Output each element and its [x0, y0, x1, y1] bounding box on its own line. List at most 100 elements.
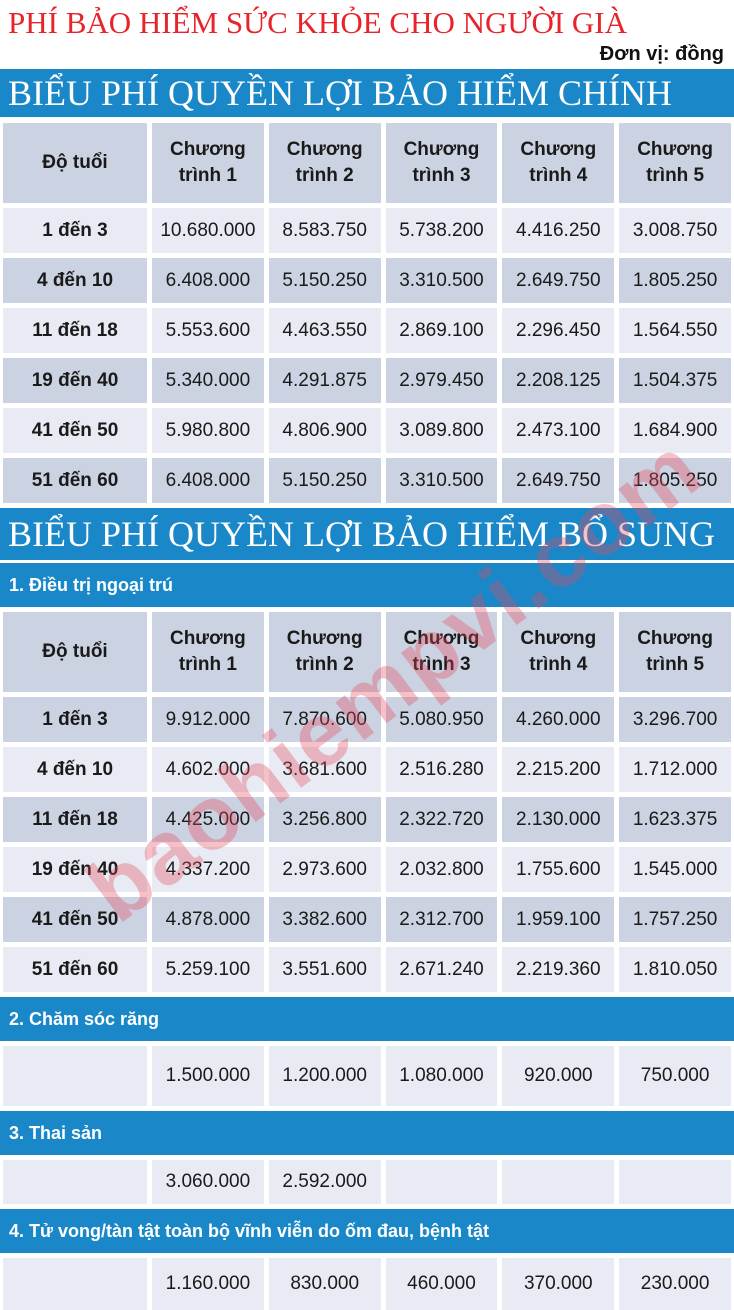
premium-cell: 5.080.950 [385, 697, 498, 742]
section-label-dental: 2. Chăm sóc răng [0, 997, 734, 1041]
premium-cell: 5.150.250 [268, 258, 381, 303]
premium-cell: 2.208.125 [502, 358, 615, 403]
premium-cell: 2.671.240 [385, 947, 498, 992]
premium-cell: 2.649.750 [502, 458, 615, 503]
premium-cell [385, 1160, 498, 1204]
premium-cell: 1.080.000 [385, 1046, 498, 1106]
main-premium-table: Độ tuổi Chương trình 1 Chương trình 2 Chươn… [0, 123, 734, 503]
premium-cell: 4.806.900 [268, 408, 381, 453]
premium-cell: 2.215.200 [502, 747, 615, 792]
unit-label: Đơn vị: đồng [599, 43, 724, 65]
premium-cell: 1.805.250 [619, 258, 731, 303]
premium-cell: 3.256.800 [268, 797, 381, 842]
premium-cell: 2.979.450 [385, 358, 498, 403]
premium-cell: 460.000 [385, 1258, 498, 1310]
premium-cell: 3.089.800 [385, 408, 498, 453]
age-cell: 4 đến 10 [3, 747, 147, 792]
premium-cell: 2.322.720 [385, 797, 498, 842]
age-cell: 19 đến 40 [3, 358, 147, 403]
premium-cell: 2.473.100 [502, 408, 615, 453]
premium-cell: 2.516.280 [385, 747, 498, 792]
age-cell: 51 đến 60 [3, 947, 147, 992]
premium-cell: 2.219.360 [502, 947, 615, 992]
age-cell: 1 đến 3 [3, 208, 147, 253]
premium-cell: 6.408.000 [152, 458, 264, 503]
premium-cell [502, 1160, 615, 1204]
column-header: Chương trình 3 [385, 612, 498, 692]
age-cell: 4 đến 10 [3, 258, 147, 303]
premium-cell: 1.684.900 [619, 408, 731, 453]
premium-cell: 370.000 [502, 1258, 615, 1310]
premium-cell: 3.296.700 [619, 697, 731, 742]
premium-cell: 3.551.600 [268, 947, 381, 992]
section-label-outpatient: 1. Điều trị ngoại trú [0, 563, 734, 607]
premium-cell: 4.878.000 [152, 897, 264, 942]
column-header: Chương trình 5 [619, 612, 731, 692]
column-header: Chương trình 5 [619, 123, 731, 203]
premium-cell: 920.000 [502, 1046, 615, 1106]
premium-cell: 2.649.750 [502, 258, 615, 303]
premium-cell: 1.623.375 [619, 797, 731, 842]
premium-cell: 4.291.875 [268, 358, 381, 403]
premium-cell: 1.545.000 [619, 847, 731, 892]
premium-cell: 9.912.000 [152, 697, 264, 742]
premium-cell: 6.408.000 [152, 258, 264, 303]
premium-cell: 5.340.000 [152, 358, 264, 403]
premium-cell: 1.504.375 [619, 358, 731, 403]
premium-cell: 3.060.000 [152, 1160, 264, 1204]
bonus-table-banner: BIỂU PHÍ QUYỀN LỢI BẢO HIỂM BỔ SUNG [0, 508, 734, 560]
premium-cell: 1.959.100 [502, 897, 615, 942]
premium-cell: 4.416.250 [502, 208, 615, 253]
outpatient-premium-table: Độ tuổi Chương trình 1 Chương trình 2 Chươn… [0, 612, 734, 992]
premium-cell [619, 1160, 731, 1204]
premium-cell: 830.000 [268, 1258, 381, 1310]
premium-cell: 5.738.200 [385, 208, 498, 253]
premium-cell: 4.260.000 [502, 697, 615, 742]
column-header: Chương trình 1 [152, 612, 264, 692]
premium-cell: 4.602.000 [152, 747, 264, 792]
premium-cell: 4.463.550 [268, 308, 381, 353]
age-cell [3, 1258, 147, 1310]
column-header: Chương trình 1 [152, 123, 264, 203]
maternity-premium-table: 3.060.000 2.592.000 [0, 1160, 734, 1204]
premium-cell: 4.425.000 [152, 797, 264, 842]
age-cell: 41 đến 50 [3, 408, 147, 453]
age-cell: 1 đến 3 [3, 697, 147, 742]
premium-cell: 1.755.600 [502, 847, 615, 892]
premium-cell: 1.757.250 [619, 897, 731, 942]
age-cell: 11 đến 18 [3, 308, 147, 353]
death-disability-premium-table: 1.160.000 830.000 460.000 370.000 230.000 [0, 1258, 734, 1310]
age-cell: 11 đến 18 [3, 797, 147, 842]
premium-cell: 7.870.600 [268, 697, 381, 742]
age-column-header: Độ tuổi [3, 612, 147, 692]
premium-cell: 2.032.800 [385, 847, 498, 892]
section-label-maternity: 3. Thai sản [0, 1111, 734, 1155]
column-header: Chương trình 2 [268, 123, 381, 203]
premium-cell: 2.973.600 [268, 847, 381, 892]
age-cell: 41 đến 50 [3, 897, 147, 942]
premium-cell: 3.310.500 [385, 458, 498, 503]
age-cell [3, 1160, 147, 1204]
premium-cell: 2.130.000 [502, 797, 615, 842]
premium-cell: 8.583.750 [268, 208, 381, 253]
age-cell: 51 đến 60 [3, 458, 147, 503]
age-cell: 19 đến 40 [3, 847, 147, 892]
premium-cell: 3.310.500 [385, 258, 498, 303]
premium-cell: 5.259.100 [152, 947, 264, 992]
main-table-banner: BIỂU PHÍ QUYỀN LỢI BẢO HIỂM CHÍNH [0, 69, 734, 117]
premium-cell: 1.810.050 [619, 947, 731, 992]
dental-premium-table: 1.500.000 1.200.000 1.080.000 920.000 750.00… [0, 1046, 734, 1106]
premium-cell: 750.000 [619, 1046, 731, 1106]
premium-cell: 1.712.000 [619, 747, 731, 792]
premium-cell: 3.382.600 [268, 897, 381, 942]
premium-cell: 230.000 [619, 1258, 731, 1310]
premium-cell: 4.337.200 [152, 847, 264, 892]
column-header: Chương trình 3 [385, 123, 498, 203]
premium-cell: 2.869.100 [385, 308, 498, 353]
premium-cell: 5.553.600 [152, 308, 264, 353]
premium-cell: 1.500.000 [152, 1046, 264, 1106]
age-column-header: Độ tuổi [3, 123, 147, 203]
premium-cell: 3.008.750 [619, 208, 731, 253]
premium-cell: 1.564.550 [619, 308, 731, 353]
column-header: Chương trình 4 [502, 612, 615, 692]
